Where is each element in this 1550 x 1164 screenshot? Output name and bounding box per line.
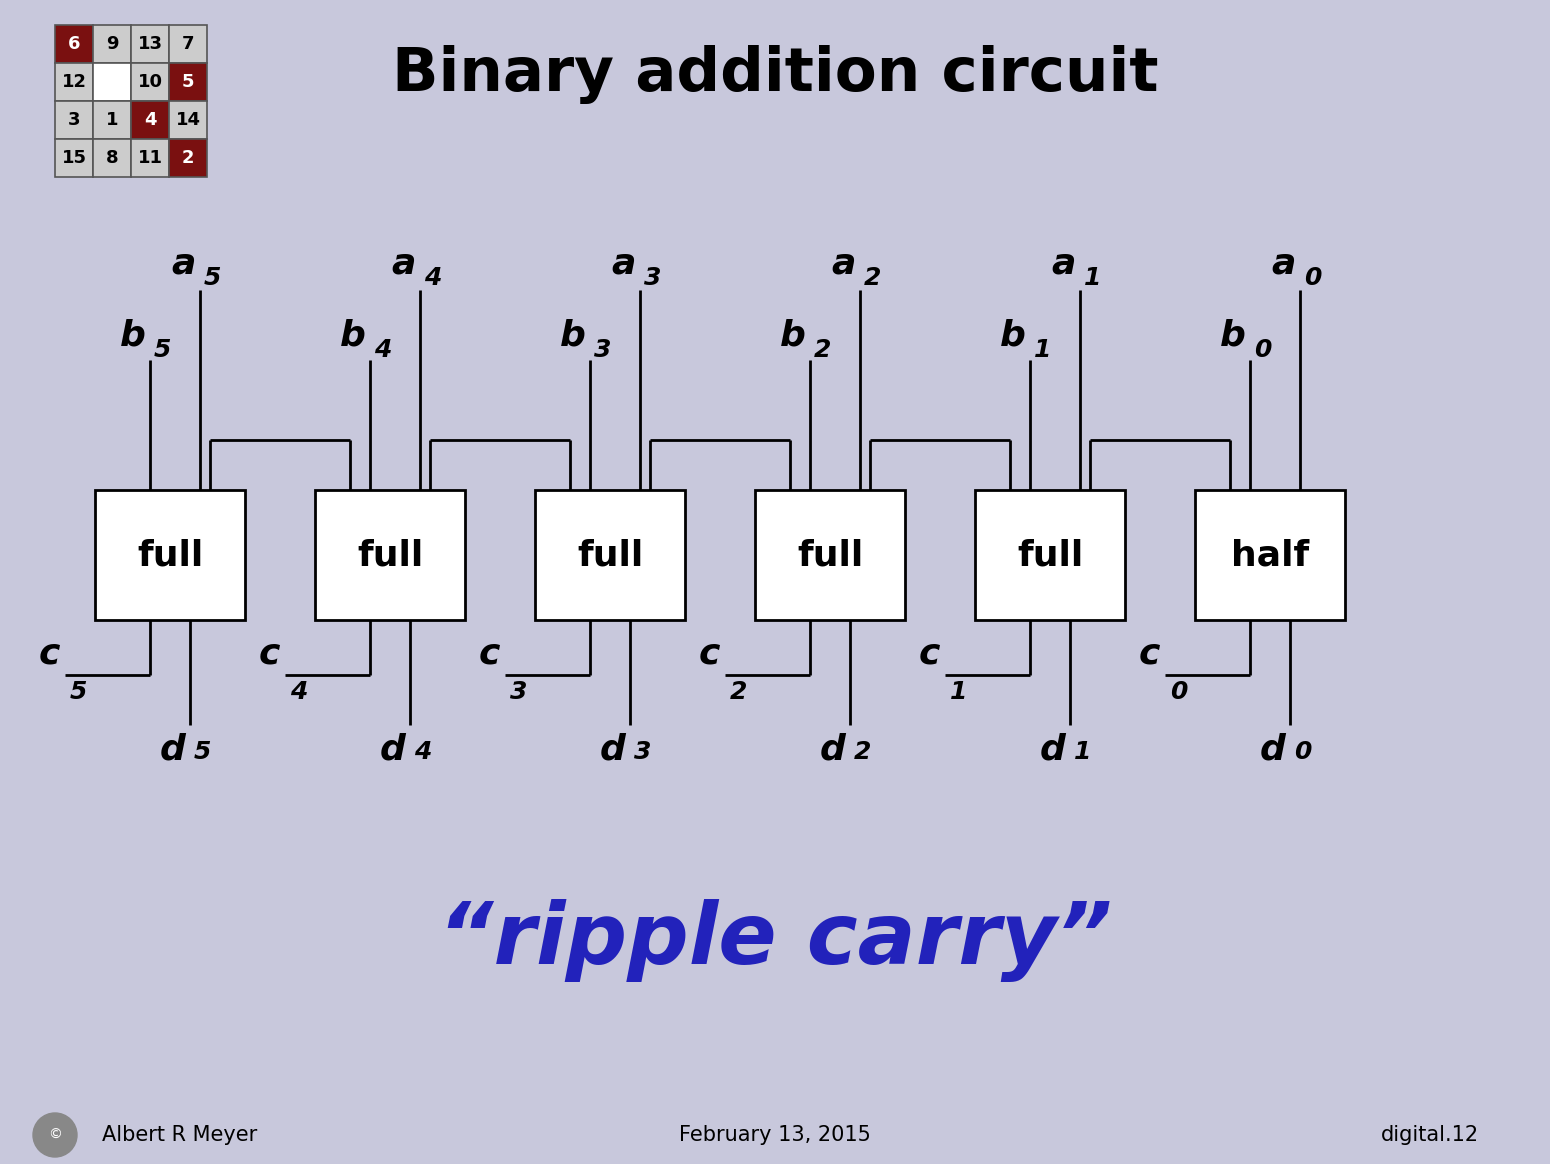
Text: 0: 0	[1170, 680, 1187, 704]
Text: 7: 7	[181, 35, 194, 54]
Text: 3: 3	[510, 680, 527, 704]
Text: b: b	[1000, 318, 1026, 352]
Bar	[93, 101, 132, 139]
Text: 14: 14	[175, 111, 200, 129]
Bar	[54, 101, 93, 139]
Text: b: b	[560, 318, 586, 352]
Text: 3: 3	[68, 111, 81, 129]
Text: 4: 4	[290, 680, 307, 704]
Text: d: d	[380, 732, 406, 766]
Bar	[54, 24, 93, 63]
Text: “ripple carry”: “ripple carry”	[437, 899, 1113, 981]
Text: full: full	[136, 538, 203, 572]
Bar	[54, 139, 93, 177]
Text: b: b	[780, 318, 806, 352]
Bar	[169, 63, 208, 101]
Text: 0: 0	[1304, 267, 1321, 290]
Bar	[315, 490, 465, 620]
Bar	[535, 490, 685, 620]
Bar	[169, 139, 208, 177]
Text: 3: 3	[594, 338, 611, 362]
Text: 9: 9	[105, 35, 118, 54]
Text: d: d	[160, 732, 186, 766]
Text: b: b	[1220, 318, 1246, 352]
Bar	[93, 63, 132, 101]
Text: 0: 0	[1254, 338, 1271, 362]
Text: half: half	[1231, 538, 1310, 572]
Text: c: c	[259, 636, 281, 670]
Bar	[975, 490, 1125, 620]
Text: 10: 10	[138, 73, 163, 91]
Text: a: a	[392, 246, 415, 281]
Bar	[95, 490, 245, 620]
Text: February 13, 2015: February 13, 2015	[679, 1124, 871, 1145]
Text: 3: 3	[634, 740, 651, 764]
Text: 0: 0	[1294, 740, 1311, 764]
Bar	[93, 139, 132, 177]
Text: 5: 5	[181, 73, 194, 91]
Text: 12: 12	[62, 73, 87, 91]
Text: 4: 4	[374, 338, 391, 362]
Text: 2: 2	[854, 740, 871, 764]
Text: 5: 5	[153, 338, 172, 362]
Text: a: a	[1271, 246, 1296, 281]
Text: 2: 2	[181, 149, 194, 166]
Circle shape	[33, 1113, 78, 1157]
Text: 1: 1	[1083, 267, 1102, 290]
Text: d: d	[1040, 732, 1066, 766]
Bar	[132, 24, 169, 63]
Text: 5: 5	[194, 740, 211, 764]
Text: 2: 2	[814, 338, 831, 362]
Text: 1: 1	[1034, 338, 1051, 362]
Bar	[54, 63, 93, 101]
Text: full: full	[356, 538, 423, 572]
Bar	[132, 63, 169, 101]
Text: a: a	[172, 246, 195, 281]
Text: 2: 2	[863, 267, 882, 290]
Text: d: d	[1260, 732, 1286, 766]
Bar	[169, 101, 208, 139]
Text: 5: 5	[205, 267, 222, 290]
Bar	[132, 101, 169, 139]
Text: 13: 13	[138, 35, 163, 54]
Text: digital.12: digital.12	[1381, 1124, 1479, 1145]
Text: c: c	[919, 636, 939, 670]
Text: c: c	[1139, 636, 1159, 670]
Text: full: full	[797, 538, 863, 572]
Text: c: c	[479, 636, 501, 670]
Text: 5: 5	[70, 680, 87, 704]
Bar	[93, 24, 132, 63]
Text: b: b	[339, 318, 366, 352]
Text: 3: 3	[643, 267, 662, 290]
Text: full: full	[577, 538, 643, 572]
Text: 1: 1	[105, 111, 118, 129]
Text: 4: 4	[414, 740, 431, 764]
Text: 4: 4	[425, 267, 442, 290]
Text: full: full	[1017, 538, 1083, 572]
Text: 2: 2	[730, 680, 747, 704]
Text: 6: 6	[68, 35, 81, 54]
Text: ©: ©	[48, 1128, 62, 1142]
Text: 11: 11	[138, 149, 163, 166]
Text: 1: 1	[1074, 740, 1091, 764]
Bar	[132, 139, 169, 177]
Text: d: d	[820, 732, 846, 766]
Text: a: a	[1051, 246, 1076, 281]
Bar	[1195, 490, 1345, 620]
Text: d: d	[600, 732, 626, 766]
Text: 15: 15	[62, 149, 87, 166]
Text: c: c	[699, 636, 721, 670]
Text: 1: 1	[950, 680, 967, 704]
Text: a: a	[832, 246, 856, 281]
Bar	[755, 490, 905, 620]
Text: b: b	[121, 318, 146, 352]
Text: 4: 4	[144, 111, 157, 129]
Bar	[169, 24, 208, 63]
Text: c: c	[39, 636, 60, 670]
Text: Albert R Meyer: Albert R Meyer	[102, 1124, 257, 1145]
Text: a: a	[612, 246, 635, 281]
Text: 8: 8	[105, 149, 118, 166]
Text: Binary addition circuit: Binary addition circuit	[392, 45, 1158, 105]
